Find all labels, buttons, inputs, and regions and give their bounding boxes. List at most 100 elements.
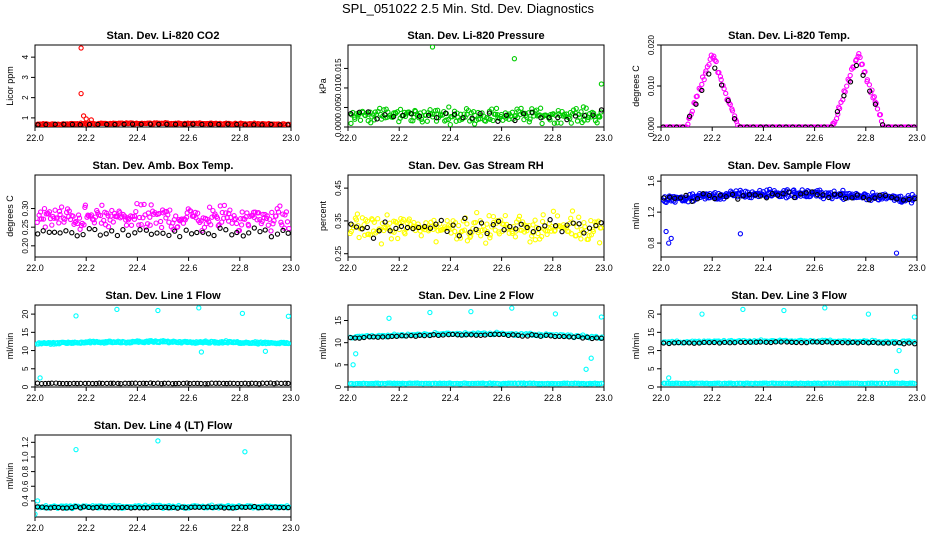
data-point-black xyxy=(598,335,604,341)
data-point-color xyxy=(66,208,72,214)
data-point-black xyxy=(898,124,904,127)
data-point-color xyxy=(791,187,797,193)
x-tick-label: 22.6 xyxy=(806,263,824,273)
data-point-black xyxy=(776,124,783,127)
x-tick-label: 22.6 xyxy=(493,263,511,273)
data-point-black xyxy=(147,380,154,386)
data-point-black xyxy=(365,109,371,115)
x-tick-label: 22.0 xyxy=(26,523,44,533)
data-point-black xyxy=(742,339,748,346)
data-point-black xyxy=(225,121,231,127)
data-point-black xyxy=(798,339,805,346)
data-point-black xyxy=(598,220,604,226)
y-tick-label: 0.30 xyxy=(21,200,30,216)
data-point-black xyxy=(723,194,729,200)
data-point-color xyxy=(75,212,82,218)
data-point-black xyxy=(769,191,775,197)
data-point-black xyxy=(501,227,507,233)
data-point-black xyxy=(115,380,121,387)
data-point-cyan-high xyxy=(740,306,746,313)
data-point-cyan-low xyxy=(704,380,710,386)
data-point-black xyxy=(860,72,866,78)
data-point-black xyxy=(490,222,496,228)
data-point-black xyxy=(356,109,363,115)
x-tick-label: 22.4 xyxy=(755,133,773,143)
data-point-color xyxy=(781,124,787,127)
data-point-black xyxy=(484,230,490,237)
data-point-color xyxy=(540,212,546,218)
data-point-color xyxy=(278,219,284,225)
data-point-black xyxy=(463,332,469,338)
data-point-black xyxy=(747,339,754,345)
data-point-color xyxy=(227,207,233,213)
data-point-color xyxy=(353,217,360,223)
plot-frame xyxy=(660,304,918,388)
data-point-black xyxy=(547,217,553,223)
y-tick-label: 20 xyxy=(647,309,656,318)
data-point-black xyxy=(773,339,779,345)
data-point-color xyxy=(544,231,550,238)
data-point-cyan-high xyxy=(353,351,359,357)
data-point-color xyxy=(372,109,378,115)
data-point-black xyxy=(126,380,132,387)
plot-panel-5: Stan. Dev. Gas Stream RH percent 22.0 22.2 2… xyxy=(318,160,613,273)
data-point-color xyxy=(147,222,153,228)
data-point-black xyxy=(699,87,705,94)
data-point-color xyxy=(232,216,239,222)
data-point-cyan-high xyxy=(598,314,604,320)
data-point-color xyxy=(484,221,490,227)
data-point-cyan-high xyxy=(911,314,917,320)
data-point-cyan xyxy=(90,338,97,344)
data-point-cyan xyxy=(198,349,205,355)
data-point-color xyxy=(701,76,707,83)
data-point-black xyxy=(732,339,738,346)
data-point-black xyxy=(96,380,102,386)
data-point-black xyxy=(572,113,579,119)
data-point-color xyxy=(831,188,837,194)
data-point-black xyxy=(686,113,693,119)
data-point-color xyxy=(717,73,724,80)
data-point-black xyxy=(718,82,725,88)
data-point-black xyxy=(535,225,542,232)
data-point-black xyxy=(154,230,160,236)
data-point-color xyxy=(511,56,518,62)
data-point-black xyxy=(500,331,507,338)
data-point-cyan-low xyxy=(677,380,683,387)
data-point-black xyxy=(415,224,422,231)
data-point-color xyxy=(266,216,273,222)
data-point-black xyxy=(711,339,717,346)
data-point-black xyxy=(740,193,746,199)
data-point-black xyxy=(677,195,684,201)
data-point-color xyxy=(835,111,841,117)
data-point-color xyxy=(148,202,154,208)
data-point-cyan xyxy=(35,511,38,517)
data-point-black xyxy=(712,65,718,71)
data-point-black xyxy=(169,380,176,387)
x-tick-label: 22.8 xyxy=(231,263,249,273)
data-point-black xyxy=(752,192,758,198)
data-point-color xyxy=(131,216,138,222)
y-axis-label: percent xyxy=(318,200,328,231)
data-point-black xyxy=(190,121,196,127)
data-point-black xyxy=(440,332,446,338)
data-point-black xyxy=(819,339,825,346)
data-point-black xyxy=(148,231,155,237)
plot-points xyxy=(35,45,291,127)
data-point-black xyxy=(681,340,687,346)
data-point-black xyxy=(721,339,728,346)
data-point-cyan xyxy=(83,503,89,509)
data-point-color xyxy=(275,209,282,215)
x-tick-label: 22.4 xyxy=(129,133,147,143)
data-point-black xyxy=(784,339,790,345)
data-point-black xyxy=(433,221,439,227)
data-point-black xyxy=(285,230,291,236)
data-point-black xyxy=(98,504,105,510)
data-point-color xyxy=(109,207,115,214)
data-point-color xyxy=(844,83,850,89)
data-point-black xyxy=(906,196,912,203)
plot-panel-4: Stan. Dev. Amb. Box Temp. degrees C 22.0 22… xyxy=(5,160,300,273)
data-point-black xyxy=(814,339,820,345)
data-point-black xyxy=(188,231,195,237)
data-point-black xyxy=(73,504,79,510)
y-tick-label: 0.6 xyxy=(21,480,30,492)
